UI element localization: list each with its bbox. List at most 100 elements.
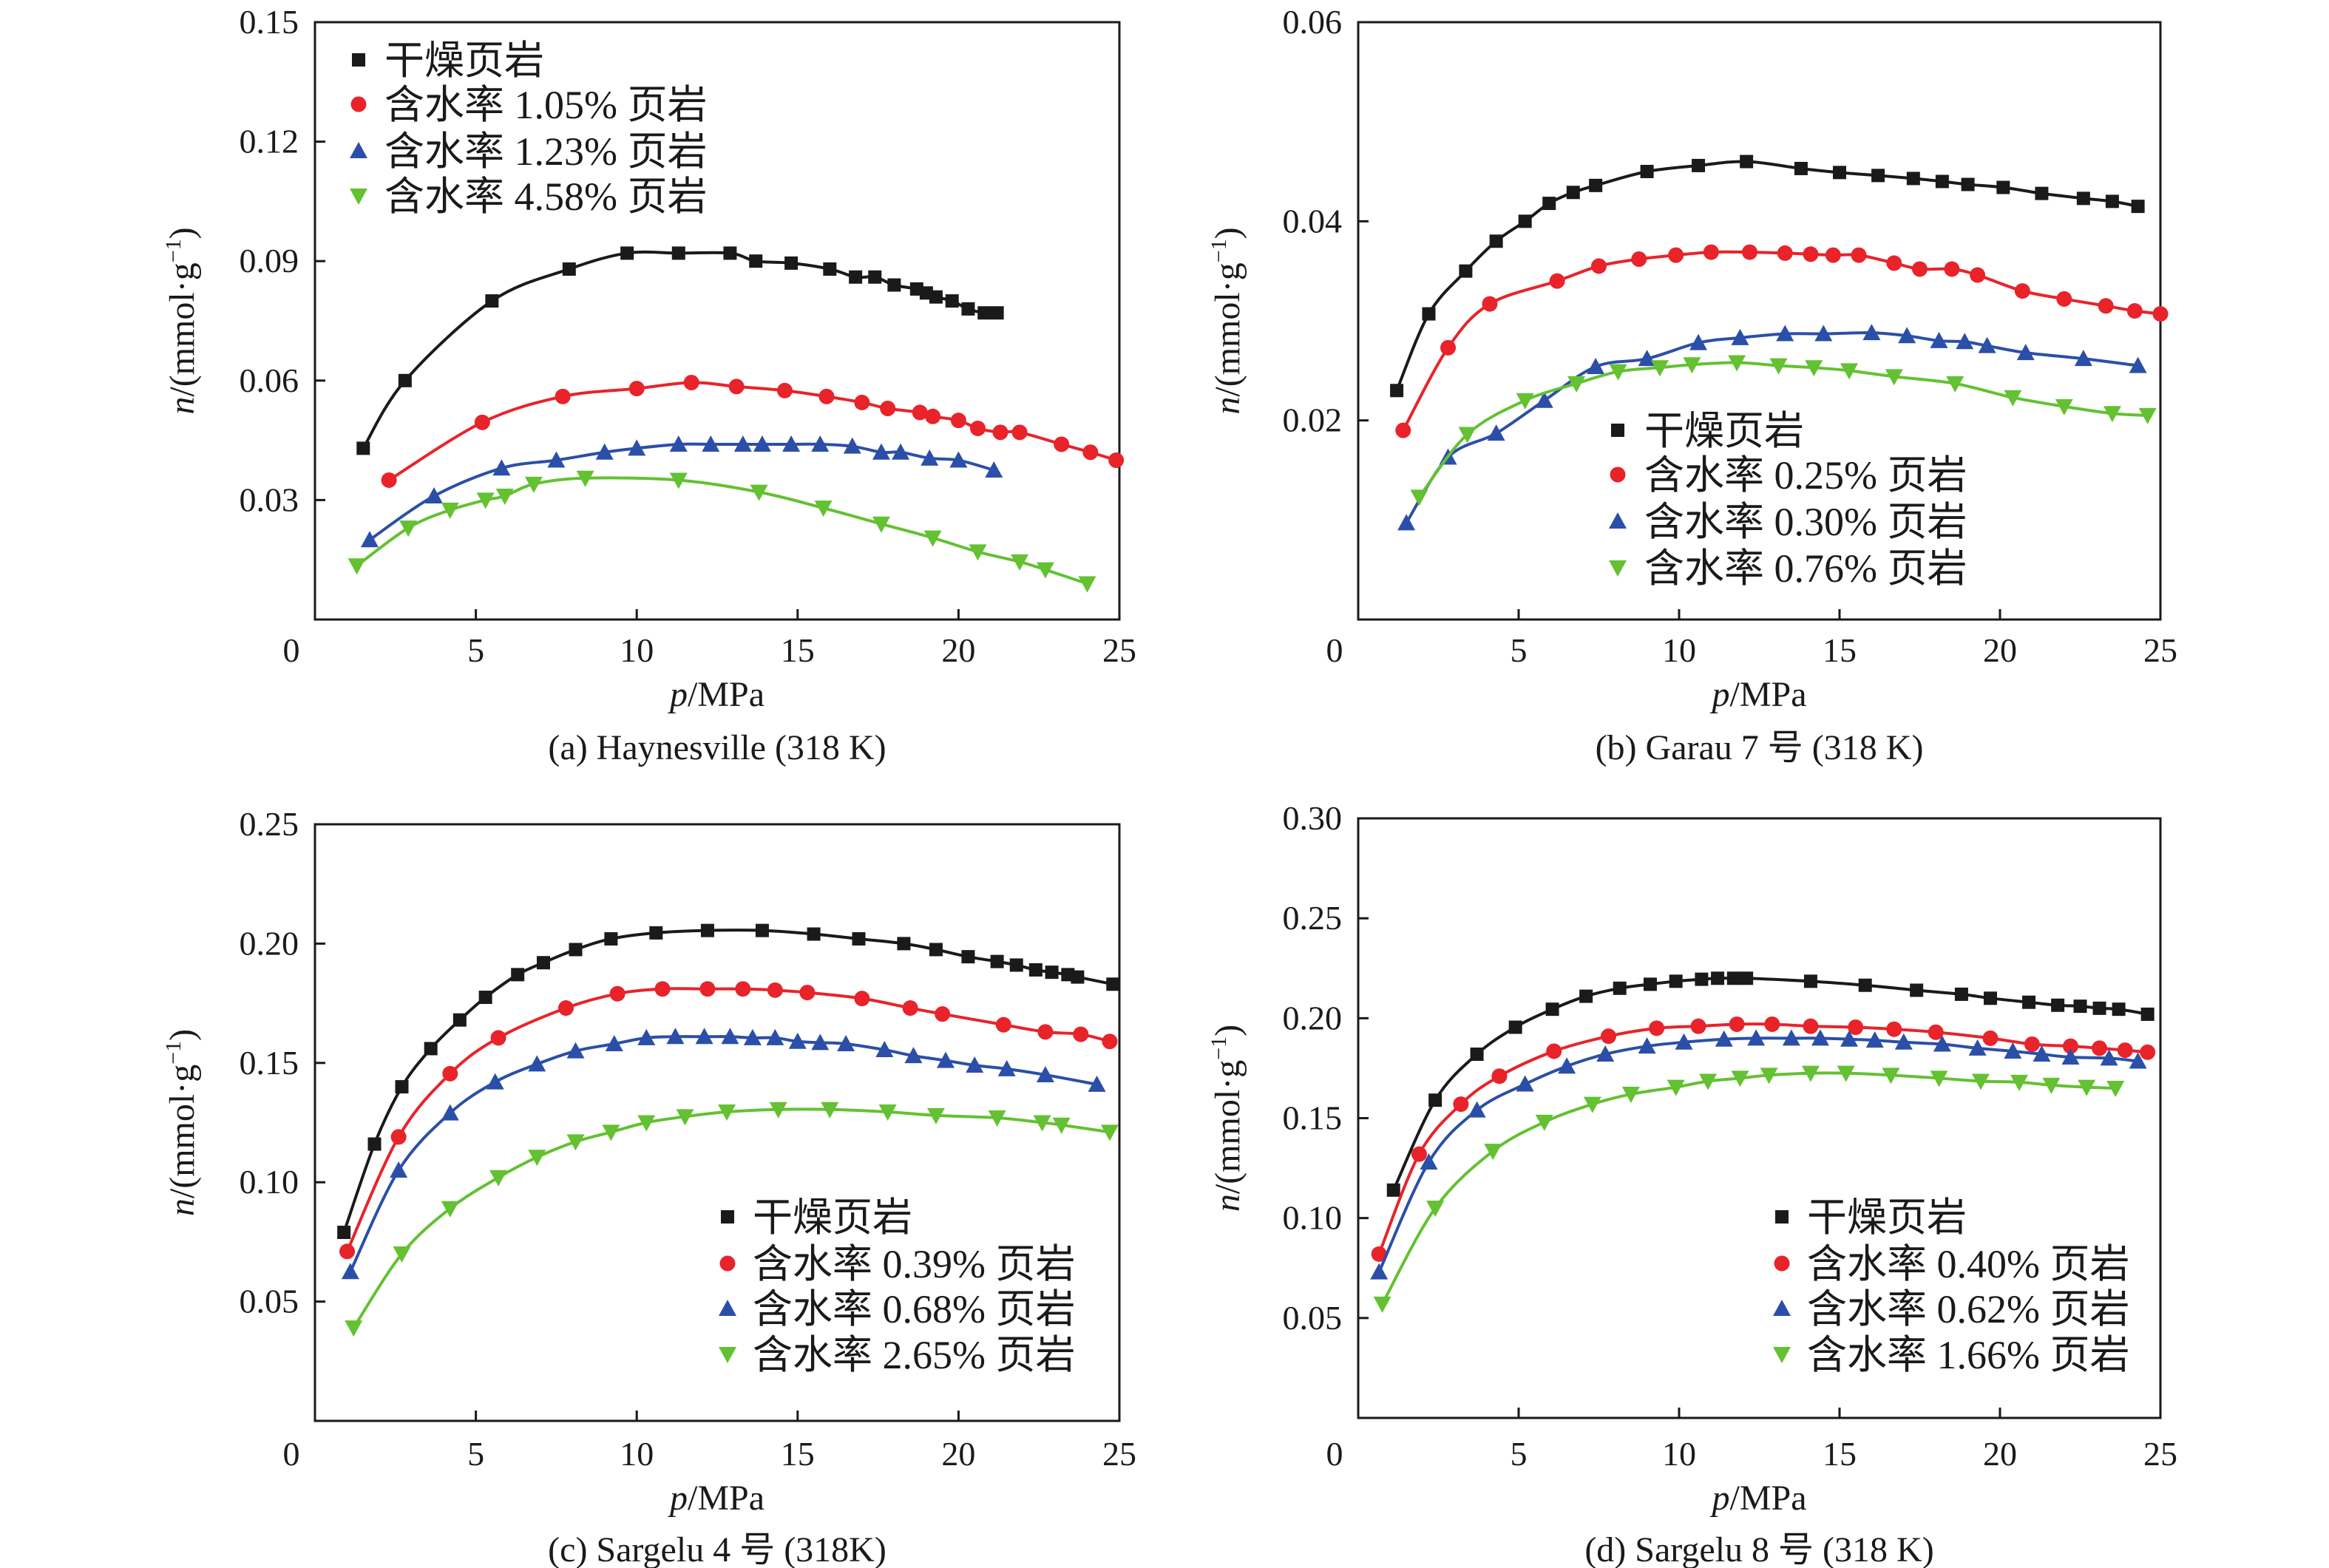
legend-label: 含水率 0.39% 页岩 bbox=[753, 1242, 1075, 1286]
data-point bbox=[1825, 247, 1841, 263]
panel-b: 0 5 10 15 20 25 0.02 0.04 0.06 p/MPa n/(mmol·g−1) (… bbox=[1207, 3, 2177, 767]
data-point bbox=[1440, 339, 1457, 356]
y-tick-label: 0.04 bbox=[1283, 202, 1343, 240]
data-point bbox=[1970, 267, 1986, 283]
data-point bbox=[936, 1051, 955, 1068]
data-point bbox=[1885, 369, 1903, 386]
data-point bbox=[1545, 1002, 1559, 1017]
y-tick-label: 0.25 bbox=[1283, 899, 1343, 937]
y-axis-label-symbol: n bbox=[163, 397, 202, 415]
data-point bbox=[345, 1320, 363, 1337]
data-point bbox=[2014, 283, 2030, 299]
data-point bbox=[1649, 1020, 1665, 1036]
data-point bbox=[723, 246, 737, 260]
data-point bbox=[1470, 1047, 1484, 1061]
data-point bbox=[485, 294, 499, 308]
data-point bbox=[2131, 200, 2145, 214]
data-point bbox=[478, 991, 492, 1005]
series-1 bbox=[1371, 1016, 2156, 1262]
data-point bbox=[1411, 1146, 1427, 1162]
data-point bbox=[2140, 1007, 2155, 1021]
data-point bbox=[1731, 1070, 1749, 1087]
data-point bbox=[1946, 376, 1964, 393]
data-point bbox=[902, 1000, 918, 1017]
data-point bbox=[1703, 244, 1719, 260]
data-point bbox=[2092, 1040, 2108, 1056]
data-point bbox=[628, 439, 646, 456]
data-point bbox=[1740, 971, 1754, 985]
panel-a: 0 5 10 15 20 25 0.03 0.06 0.09 0.12 0.15 p/MPa n/(mm… bbox=[161, 3, 1136, 767]
data-point bbox=[1036, 1065, 1054, 1082]
x-axis-label: p/MPa bbox=[1709, 1479, 1806, 1518]
x-tick-label: 20 bbox=[941, 631, 975, 669]
x-tick-label: 5 bbox=[1511, 631, 1528, 669]
data-point bbox=[1805, 360, 1823, 377]
data-point bbox=[995, 1017, 1011, 1033]
data-point bbox=[1910, 983, 1924, 997]
data-point bbox=[1601, 1028, 1617, 1045]
data-point bbox=[700, 923, 714, 937]
y-axis-label-close: ) bbox=[163, 1029, 202, 1041]
legend-label: 干燥页岩 bbox=[753, 1195, 912, 1240]
x-axis-label-symbol: p bbox=[1709, 1479, 1729, 1518]
data-point bbox=[2035, 186, 2049, 200]
data-point bbox=[1102, 1034, 1118, 1050]
data-point bbox=[1487, 424, 1505, 441]
data-point bbox=[854, 394, 870, 410]
data-point bbox=[923, 530, 942, 547]
x-tick-label: 5 bbox=[467, 1435, 484, 1473]
panel-caption: (c) Sargelu 4 号 (318K) bbox=[548, 1530, 886, 1568]
data-point bbox=[2100, 1049, 2118, 1066]
legend-marker bbox=[1774, 1255, 1790, 1272]
data-point bbox=[490, 1030, 506, 1046]
series-2 bbox=[1370, 1029, 2147, 1280]
data-point bbox=[1764, 1016, 1780, 1032]
y-tick-label: 0.20 bbox=[1283, 999, 1343, 1036]
series-2 bbox=[1397, 324, 2147, 531]
data-point bbox=[1715, 1030, 1733, 1047]
data-point bbox=[1078, 576, 1096, 593]
data-point bbox=[749, 254, 763, 268]
legend-label: 含水率 2.65% 页岩 bbox=[753, 1333, 1075, 1377]
data-point bbox=[2073, 999, 2087, 1014]
data-point bbox=[949, 451, 968, 468]
data-point bbox=[547, 451, 566, 468]
data-point bbox=[1731, 328, 1749, 345]
data-point bbox=[1546, 1043, 1562, 1059]
data-point bbox=[814, 500, 833, 517]
legend-label: 干燥页岩 bbox=[384, 38, 544, 83]
legend-marker bbox=[1610, 466, 1626, 483]
data-point bbox=[2140, 1044, 2156, 1060]
data-point bbox=[2062, 1038, 2078, 1054]
x-tick-label: 0 bbox=[1326, 1435, 1343, 1473]
x-tick-label: 15 bbox=[781, 631, 815, 669]
data-point bbox=[1858, 978, 1872, 992]
data-point bbox=[2033, 1045, 2051, 1062]
data-point bbox=[2126, 303, 2143, 319]
series-2 bbox=[341, 1028, 1106, 1280]
data-point bbox=[875, 1041, 894, 1058]
legend-marker bbox=[350, 189, 367, 205]
data-point bbox=[511, 968, 525, 982]
data-point bbox=[1371, 1246, 1387, 1262]
data-point bbox=[1840, 363, 1859, 380]
legend-marker bbox=[1773, 1347, 1791, 1363]
data-point bbox=[441, 1104, 459, 1121]
data-point bbox=[1508, 1020, 1522, 1034]
data-point bbox=[1100, 1124, 1119, 1141]
data-point bbox=[1699, 1073, 1718, 1090]
panel-caption: (a) Haynesville (318 K) bbox=[548, 728, 886, 767]
data-point bbox=[1640, 165, 1654, 178]
data-point bbox=[766, 1028, 784, 1045]
data-point bbox=[977, 306, 991, 320]
data-point bbox=[1397, 514, 1416, 531]
data-point bbox=[1643, 977, 1657, 991]
data-point bbox=[728, 379, 745, 395]
data-point bbox=[576, 470, 594, 487]
x-axis-label-unit: /MPa bbox=[1729, 1479, 1806, 1518]
data-point bbox=[1420, 1153, 1438, 1170]
data-point bbox=[528, 1055, 546, 1072]
x-tick-label: 25 bbox=[1102, 1435, 1136, 1473]
fit-curve bbox=[342, 929, 1113, 1233]
data-point bbox=[2074, 350, 2092, 367]
